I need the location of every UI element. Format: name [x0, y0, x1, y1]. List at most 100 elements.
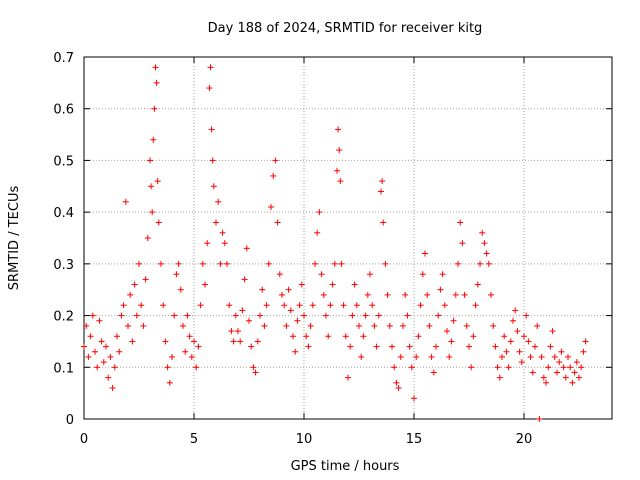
- data-point: [499, 353, 505, 360]
- data-point: [226, 302, 233, 309]
- data-point: [521, 333, 527, 340]
- data-point: [272, 157, 279, 164]
- data-point: [158, 260, 164, 267]
- data-point: [435, 312, 442, 319]
- data-point: [525, 338, 532, 345]
- y-tick-label: 0.1: [53, 361, 74, 376]
- data-point: [479, 229, 486, 236]
- data-point: [81, 343, 87, 350]
- data-point: [437, 286, 444, 293]
- data-point: [148, 183, 155, 190]
- y-tick-label: 0.6: [53, 103, 74, 118]
- data-point: [540, 374, 547, 381]
- data-point: [466, 343, 472, 350]
- data-point: [202, 281, 208, 288]
- y-tick-label: 0.2: [53, 310, 74, 325]
- data-point: [474, 281, 481, 288]
- data-point: [166, 379, 173, 386]
- data-point: [151, 105, 158, 112]
- data-point: [154, 178, 161, 185]
- data-point: [538, 353, 545, 360]
- data-point: [516, 348, 523, 355]
- data-point: [303, 333, 310, 340]
- data-point: [494, 364, 501, 371]
- y-tick-label: 0.5: [53, 154, 74, 169]
- data-point: [129, 338, 136, 345]
- data-point: [379, 178, 386, 185]
- data-point: [349, 312, 356, 319]
- data-point: [204, 240, 211, 247]
- data-point: [367, 271, 373, 278]
- data-point: [514, 328, 521, 335]
- grid-lines: [84, 57, 612, 419]
- y-tick-label: 0.4: [53, 206, 74, 221]
- data-point: [140, 322, 147, 329]
- data-point: [276, 271, 283, 278]
- data-point: [404, 312, 411, 319]
- data-point: [94, 364, 101, 371]
- data-point: [371, 322, 378, 329]
- data-point: [219, 229, 226, 236]
- data-point: [408, 364, 415, 371]
- data-point: [547, 343, 554, 350]
- data-point: [417, 302, 424, 309]
- data-point: [136, 260, 142, 267]
- data-point: [138, 302, 145, 309]
- data-point: [378, 188, 384, 195]
- data-point: [358, 353, 365, 360]
- data-point: [228, 328, 235, 335]
- data-point: [527, 353, 534, 360]
- data-point: [259, 286, 266, 293]
- data-point: [523, 312, 530, 319]
- data-point: [230, 338, 237, 345]
- data-point: [125, 322, 131, 329]
- data-point: [503, 348, 510, 355]
- chart-title: Day 188 of 2024, SRMTID for receiver kit…: [208, 21, 483, 36]
- data-point: [215, 198, 222, 205]
- data-point: [389, 343, 395, 350]
- data-point: [402, 291, 409, 298]
- data-point: [105, 374, 112, 381]
- data-point: [430, 369, 437, 376]
- data-point: [551, 353, 558, 360]
- data-point: [243, 245, 250, 252]
- data-point: [206, 85, 213, 92]
- data-point: [153, 79, 160, 86]
- data-point: [582, 338, 589, 345]
- data-point: [455, 260, 461, 267]
- x-axis-label: GPS time / hours: [291, 459, 400, 474]
- data-point: [323, 312, 329, 319]
- data-point: [415, 333, 422, 340]
- data-point: [342, 333, 349, 340]
- data-point: [554, 369, 560, 376]
- data-point: [107, 353, 114, 360]
- data-point: [188, 353, 195, 360]
- data-point: [331, 260, 338, 267]
- data-point: [569, 379, 576, 386]
- x-tick-label: 5: [190, 432, 198, 447]
- data-point: [133, 312, 140, 319]
- data-point: [114, 333, 120, 340]
- data-point: [120, 302, 127, 309]
- data-point: [327, 302, 334, 309]
- data-point: [461, 291, 468, 298]
- data-point: [210, 183, 217, 190]
- data-point: [532, 343, 538, 350]
- data-point: [237, 338, 244, 345]
- data-point: [213, 219, 219, 226]
- data-point: [441, 302, 448, 309]
- data-point: [406, 343, 413, 350]
- data-point: [543, 379, 549, 386]
- data-point: [195, 343, 202, 350]
- data-point: [164, 364, 171, 371]
- data-point: [263, 302, 270, 309]
- data-point: [186, 333, 193, 340]
- data-point: [428, 353, 435, 360]
- data-point: [193, 364, 200, 371]
- data-point: [281, 302, 288, 309]
- data-point: [96, 317, 103, 324]
- data-point: [98, 338, 105, 345]
- data-point: [252, 369, 259, 376]
- data-point: [496, 374, 503, 381]
